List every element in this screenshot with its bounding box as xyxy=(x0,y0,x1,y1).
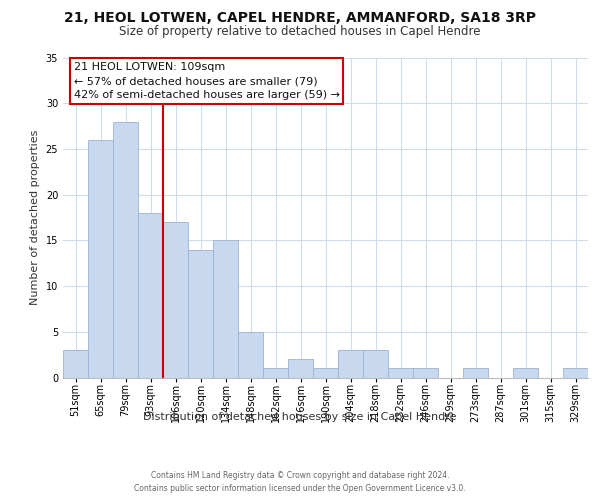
Bar xyxy=(88,140,113,378)
Bar xyxy=(413,368,438,378)
Y-axis label: Number of detached properties: Number of detached properties xyxy=(30,130,40,305)
Bar xyxy=(138,213,163,378)
Bar xyxy=(563,368,588,378)
Bar xyxy=(363,350,388,378)
Bar xyxy=(313,368,338,378)
Bar xyxy=(338,350,363,378)
Bar xyxy=(113,122,138,378)
Bar xyxy=(63,350,88,378)
Text: 21 HEOL LOTWEN: 109sqm
← 57% of detached houses are smaller (79)
42% of semi-det: 21 HEOL LOTWEN: 109sqm ← 57% of detached… xyxy=(74,62,340,100)
Bar xyxy=(288,359,313,378)
Bar xyxy=(238,332,263,378)
Bar xyxy=(513,368,538,378)
Text: Distribution of detached houses by size in Capel Hendre: Distribution of detached houses by size … xyxy=(143,412,457,422)
Text: 21, HEOL LOTWEN, CAPEL HENDRE, AMMANFORD, SA18 3RP: 21, HEOL LOTWEN, CAPEL HENDRE, AMMANFORD… xyxy=(64,11,536,25)
Bar xyxy=(188,250,213,378)
Text: Contains public sector information licensed under the Open Government Licence v3: Contains public sector information licen… xyxy=(134,484,466,493)
Bar xyxy=(263,368,288,378)
Bar xyxy=(388,368,413,378)
Text: Size of property relative to detached houses in Capel Hendre: Size of property relative to detached ho… xyxy=(119,25,481,38)
Bar xyxy=(463,368,488,378)
Bar xyxy=(163,222,188,378)
Text: Contains HM Land Registry data © Crown copyright and database right 2024.: Contains HM Land Registry data © Crown c… xyxy=(151,471,449,480)
Bar xyxy=(213,240,238,378)
